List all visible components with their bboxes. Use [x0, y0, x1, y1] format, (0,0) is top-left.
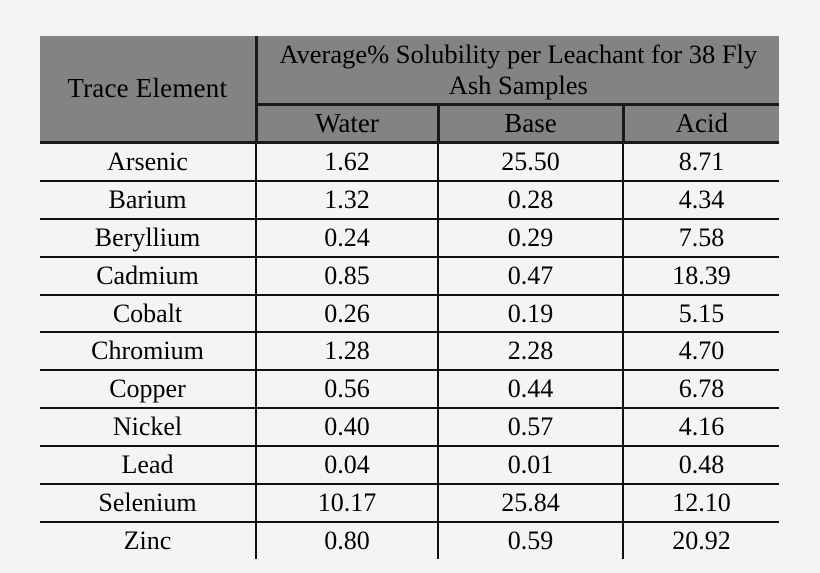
table-row: Lead 0.04 0.01 0.48 — [40, 446, 780, 486]
cell-water-value: 0.40 — [256, 408, 439, 448]
cell-water-value: 1.28 — [256, 332, 439, 372]
cell-element-name: Lead — [40, 446, 257, 486]
cell-acid-value: 7.58 — [623, 218, 780, 258]
cell-element-name: Cobalt — [40, 294, 257, 334]
cell-base-value: 0.44 — [438, 370, 624, 410]
solubility-table-container: Trace Element Average% Solubility per Le… — [40, 36, 780, 559]
table-row: Arsenic 1.62 25.50 8.71 — [40, 142, 780, 182]
table-row: Cobalt 0.26 0.19 5.15 — [40, 294, 780, 334]
cell-water-value: 0.80 — [256, 521, 439, 559]
column-header-acid: Acid — [623, 104, 780, 144]
cell-acid-value: 4.70 — [623, 332, 780, 372]
cell-acid-value: 4.34 — [623, 180, 780, 220]
column-header-base: Base — [438, 104, 625, 144]
cell-base-value: 0.59 — [438, 521, 624, 559]
cell-water-value: 0.24 — [256, 218, 439, 258]
table-row: Zinc 0.80 0.59 20.92 — [40, 521, 779, 559]
cell-acid-value: 8.71 — [623, 142, 780, 182]
cell-water-value: 0.04 — [256, 446, 439, 486]
cell-acid-value: 18.39 — [623, 256, 780, 296]
cell-base-value: 0.28 — [438, 180, 624, 220]
cell-element-name: Barium — [40, 180, 257, 220]
cell-acid-value: 20.92 — [672, 525, 731, 555]
cell-water-value: 0.56 — [256, 370, 439, 410]
table-body: Arsenic 1.62 25.50 8.71 Barium 1.32 0.28 4.34 Be… — [40, 142, 780, 559]
cell-base-value: 25.50 — [438, 142, 624, 182]
column-header-water: Water — [256, 104, 440, 144]
table-row: Chromium 1.28 2.28 4.70 — [40, 332, 780, 372]
cell-acid-value: 0.48 — [623, 446, 780, 486]
header-row-secondary: Water Base Acid — [40, 104, 780, 144]
header-row-primary: Trace Element Average% Solubility per Le… — [40, 36, 780, 144]
cell-base-value: 0.57 — [438, 408, 624, 448]
cell-element-name: Nickel — [40, 408, 257, 448]
solubility-table: Trace Element Average% Solubility per Le… — [40, 36, 780, 559]
cell-water-value: 1.32 — [256, 180, 439, 220]
cell-acid-value: 5.15 — [623, 294, 780, 334]
cell-acid-value: 12.10 — [623, 484, 780, 523]
cell-base-value: 25.84 — [438, 484, 624, 523]
cell-acid-value: 4.16 — [623, 408, 780, 448]
cell-water-value: 1.62 — [256, 142, 439, 182]
table-row: Cadmium 0.85 0.47 18.39 — [40, 256, 780, 296]
table-row: Selenium 10.17 25.84 12.10 — [40, 484, 780, 523]
cell-element-name: Copper — [40, 370, 257, 410]
cell-element-name: Arsenic — [40, 142, 257, 182]
table-row: Beryllium 0.24 0.29 7.58 — [40, 218, 780, 258]
cell-water-value: 0.26 — [256, 294, 439, 334]
cell-acid-value: 6.78 — [623, 370, 780, 410]
column-header-trace-element: Trace Element — [40, 36, 258, 144]
column-group-header-solubility: Average% Solubility per Leachant for 38 … — [256, 36, 780, 106]
cell-base-value: 0.19 — [438, 294, 624, 334]
cell-water-value: 0.85 — [256, 256, 439, 296]
cell-base-value: 0.47 — [438, 256, 624, 296]
table-row: Copper 0.56 0.44 6.78 — [40, 370, 780, 410]
cell-water-value: 10.17 — [256, 484, 439, 523]
cell-element-name: Cadmium — [40, 256, 257, 296]
cell-base-value: 0.29 — [438, 218, 624, 258]
table-header: Trace Element Average% Solubility per Le… — [40, 36, 780, 144]
cell-base-value: 2.28 — [438, 332, 624, 372]
cell-element-name: Beryllium — [40, 218, 257, 258]
cell-element-name: Selenium — [40, 484, 257, 523]
table-row: Nickel 0.40 0.57 4.16 — [40, 408, 780, 448]
cell-base-value: 0.01 — [438, 446, 624, 486]
table-row: Barium 1.32 0.28 4.34 — [40, 180, 780, 220]
cell-element-name: Chromium — [40, 332, 257, 372]
cell-element-name: Zinc — [40, 521, 257, 559]
